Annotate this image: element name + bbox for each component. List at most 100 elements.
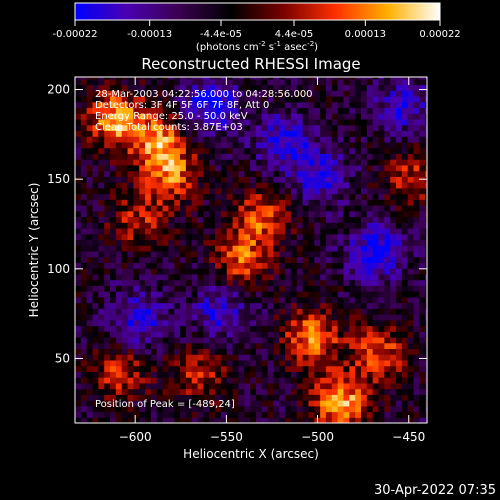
heatmap-cell bbox=[255, 96, 263, 103]
heatmap-cell bbox=[209, 147, 216, 154]
heatmap-cell bbox=[232, 210, 240, 218]
heatmap-cell bbox=[395, 164, 403, 172]
heatmap-cell bbox=[145, 96, 152, 103]
heatmap-cell bbox=[273, 296, 280, 304]
heatmap-cell bbox=[384, 101, 391, 109]
heatmap-cell bbox=[191, 96, 199, 103]
heatmap-cell bbox=[360, 130, 368, 137]
heatmap-cell bbox=[314, 84, 321, 91]
heatmap-cell bbox=[273, 417, 280, 423]
heatmap-cell bbox=[127, 296, 134, 304]
heatmap-cell bbox=[115, 405, 123, 413]
heatmap-cell bbox=[185, 216, 193, 223]
heatmap-cell bbox=[320, 199, 327, 206]
heatmap-cell bbox=[209, 176, 216, 183]
heatmap-cell bbox=[378, 90, 385, 97]
heatmap-cell bbox=[372, 78, 380, 86]
heatmap-cell bbox=[308, 130, 315, 137]
heatmap-cell bbox=[104, 124, 111, 132]
heatmap-cell bbox=[390, 136, 397, 143]
heatmap-cell bbox=[250, 417, 257, 423]
heatmap-cell bbox=[355, 101, 362, 109]
heatmap-cell bbox=[337, 400, 345, 407]
heatmap-cell bbox=[98, 400, 105, 407]
heatmap-cell bbox=[75, 296, 82, 304]
heatmap-cell bbox=[320, 256, 327, 263]
heatmap-cell bbox=[209, 101, 216, 109]
heatmap-cell bbox=[296, 400, 304, 407]
heatmap-cell bbox=[238, 159, 245, 166]
heatmap-cell bbox=[191, 147, 199, 154]
heatmap-cell bbox=[197, 124, 204, 132]
heatmap-cell bbox=[139, 182, 146, 189]
heatmap-cell bbox=[279, 331, 286, 338]
heatmap-cell bbox=[127, 90, 134, 97]
heatmap-cell bbox=[372, 268, 380, 275]
heatmap-cell bbox=[145, 187, 152, 195]
heatmap-cell bbox=[139, 147, 146, 154]
heatmap-cell bbox=[372, 107, 380, 114]
heatmap-cell bbox=[185, 285, 193, 292]
heatmap-cell bbox=[343, 124, 350, 132]
heatmap-cell bbox=[308, 84, 315, 91]
heatmap-cell bbox=[331, 233, 339, 241]
heatmap-cell bbox=[372, 417, 380, 423]
heatmap-cell bbox=[168, 182, 175, 189]
heatmap-cell bbox=[407, 90, 415, 97]
heatmap-cell bbox=[267, 182, 275, 189]
heatmap-cell bbox=[302, 233, 310, 241]
heatmap-cell bbox=[355, 411, 362, 418]
heatmap-cell bbox=[203, 216, 210, 223]
heatmap-cell bbox=[75, 90, 82, 97]
heatmap-cell bbox=[232, 84, 240, 91]
heatmap-cell bbox=[302, 417, 310, 423]
heatmap-cell bbox=[92, 314, 99, 321]
heatmap-cell bbox=[226, 216, 234, 223]
heatmap-cell bbox=[215, 113, 222, 120]
heatmap-cell bbox=[110, 78, 117, 86]
heatmap-cell bbox=[191, 193, 199, 200]
heatmap-cell bbox=[285, 136, 292, 143]
heatmap-cell bbox=[360, 417, 368, 423]
heatmap-cell bbox=[145, 153, 152, 160]
heatmap-cell bbox=[197, 141, 204, 149]
heatmap-cell bbox=[360, 336, 368, 344]
heatmap-cell bbox=[197, 250, 204, 258]
heatmap-cell bbox=[378, 268, 385, 275]
heatmap-cell bbox=[296, 159, 304, 166]
heatmap-cell bbox=[80, 417, 88, 423]
heatmap-cell bbox=[98, 78, 105, 86]
heatmap-cell bbox=[337, 210, 345, 218]
heatmap-cell bbox=[162, 78, 169, 86]
heatmap-cell bbox=[104, 222, 111, 229]
heatmap-cell bbox=[273, 187, 280, 195]
heatmap-cell bbox=[232, 273, 240, 281]
heatmap-cell bbox=[320, 159, 327, 166]
heatmap-cell bbox=[174, 90, 181, 97]
heatmap-cell bbox=[139, 388, 146, 395]
heatmap-cell bbox=[401, 77, 409, 80]
heatmap-cell bbox=[314, 285, 321, 292]
heatmap-cell bbox=[133, 96, 140, 103]
heatmap-cell bbox=[98, 417, 105, 423]
heatmap-cell bbox=[360, 233, 368, 241]
heatmap-cell bbox=[232, 130, 240, 137]
heatmap-cell bbox=[80, 302, 88, 309]
heatmap-cell bbox=[331, 216, 339, 223]
heatmap-cell bbox=[110, 130, 117, 137]
heatmap-cell bbox=[343, 90, 350, 97]
heatmap-cell bbox=[232, 176, 240, 183]
heatmap-cell bbox=[320, 302, 327, 309]
heatmap-cell bbox=[360, 199, 368, 206]
heatmap-cell bbox=[255, 210, 263, 218]
heatmap-cell bbox=[145, 78, 152, 86]
heatmap-cell bbox=[191, 170, 199, 177]
heatmap-cell bbox=[407, 336, 415, 344]
heatmap-cell bbox=[395, 291, 403, 298]
heatmap-cell bbox=[296, 233, 304, 241]
heatmap-cell bbox=[320, 107, 327, 114]
heatmap-cell bbox=[203, 359, 210, 367]
heatmap-cell bbox=[139, 400, 146, 407]
heatmap-cell bbox=[174, 187, 181, 195]
heatmap-cell bbox=[180, 331, 187, 338]
